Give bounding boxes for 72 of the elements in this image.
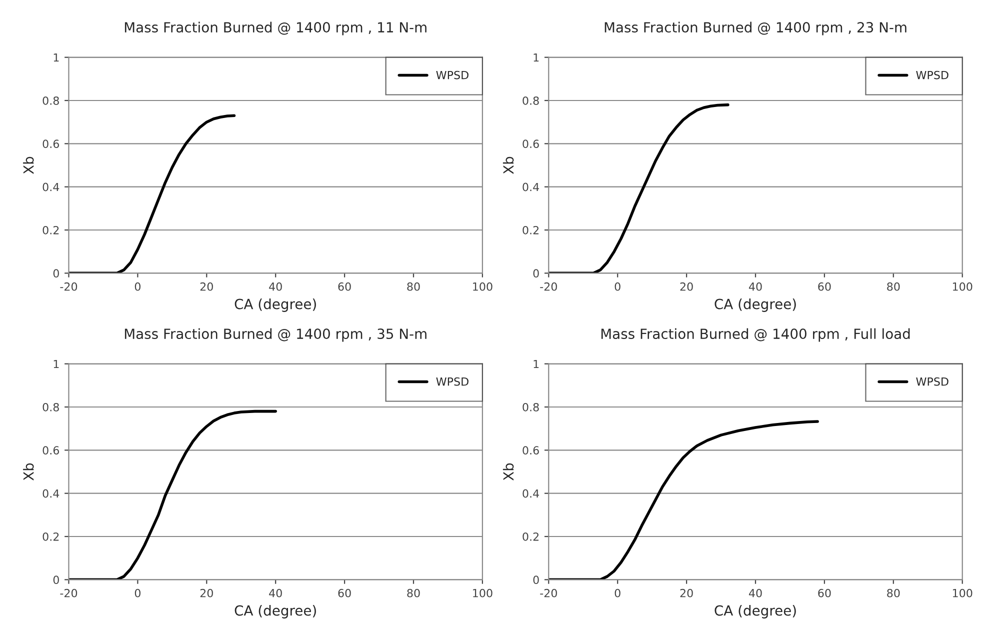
y-tick-label: 0.8 [42,96,59,105]
x-tick-label: 40 [748,282,762,291]
chart-title: Mass Fraction Burned @ 1400 rpm , 23 N-m [604,22,906,36]
y-tick-label: 1 [534,53,539,62]
line-series [548,103,730,274]
x-tick-label: 80 [887,588,900,598]
x-tick-label: 0 [134,588,140,598]
x-tick-label: 100 [952,588,972,598]
x-axis-title: CA (degree) [234,605,316,618]
x-tick-label: 80 [887,282,900,291]
legend-label: WPSD [916,70,948,80]
x-axis-title: CA (degree) [234,298,316,312]
y-tick-label: 0.2 [522,532,539,541]
x-tick-label: -20 [540,588,557,598]
y-tick-label: 0.6 [42,140,60,148]
x-tick-label: 0 [614,282,620,291]
x-tick-label: 40 [748,588,762,598]
x-tick-label: -20 [540,282,557,291]
line-series [548,420,819,580]
x-tick-label: 20 [680,588,693,598]
chart-title: Mass Fraction Burned @ 1400 rpm , Full load [601,328,910,342]
legend-label: WPSD [436,377,468,386]
x-tick-label: -20 [60,282,78,291]
x-tick-label: 80 [407,282,420,291]
line-series [68,114,236,274]
x-tick-label: 60 [338,588,351,598]
line-series [68,410,277,580]
x-tick-label: 20 [680,282,693,291]
legend-label: WPSD [436,70,468,80]
y-tick-label: 0.4 [42,182,60,192]
chart-title: Mass Fraction Burned @ 1400 rpm , 11 N-m [124,22,426,36]
y-tick-label: 0 [533,269,539,278]
x-tick-label: 40 [269,588,282,598]
x-tick-label: 100 [473,282,492,291]
x-tick-label: 60 [818,282,831,291]
y-tick-label: 0.6 [522,446,539,455]
y-tick-label: 0.2 [42,532,59,541]
x-tick-label: 80 [407,588,420,598]
x-tick-label: 20 [200,282,213,291]
y-tick-label: 0.8 [522,96,539,105]
x-tick-label: 60 [818,588,831,598]
y-tick-label: 0.2 [522,226,539,234]
x-tick-label: 40 [269,282,282,291]
y-tick-label: 1 [54,360,59,368]
x-axis-title: CA (degree) [714,605,796,618]
x-tick-label: 0 [614,588,620,598]
y-axis-title: Xb [502,156,514,174]
x-tick-label: -20 [60,588,78,598]
x-tick-label: 60 [338,282,351,291]
y-tick-label: 0.8 [42,402,59,412]
y-tick-label: 0.6 [522,140,539,148]
y-tick-label: 0.4 [522,489,539,498]
x-tick-label: 0 [134,282,140,291]
chart-title: Mass Fraction Burned @ 1400 rpm , 35 N-m [124,328,426,342]
y-tick-label: 0.2 [42,226,59,234]
y-tick-label: 0.4 [42,489,60,498]
y-tick-label: 0.4 [522,182,539,192]
x-tick-label: 100 [473,588,492,598]
y-axis-title: Xb [23,463,34,480]
y-tick-label: 0.8 [522,402,539,412]
x-axis-title: CA (degree) [714,298,796,312]
y-tick-label: 1 [534,360,539,368]
y-tick-label: 0.6 [42,446,60,455]
y-tick-label: 1 [54,53,59,62]
y-tick-label: 0 [53,576,59,584]
x-tick-label: 20 [200,588,213,598]
y-tick-label: 0 [533,576,539,584]
x-tick-label: 100 [952,282,972,291]
y-axis-title: Xb [23,156,34,174]
y-axis-title: Xb [502,463,514,480]
legend-label: WPSD [916,377,948,386]
y-tick-label: 0 [53,269,59,278]
